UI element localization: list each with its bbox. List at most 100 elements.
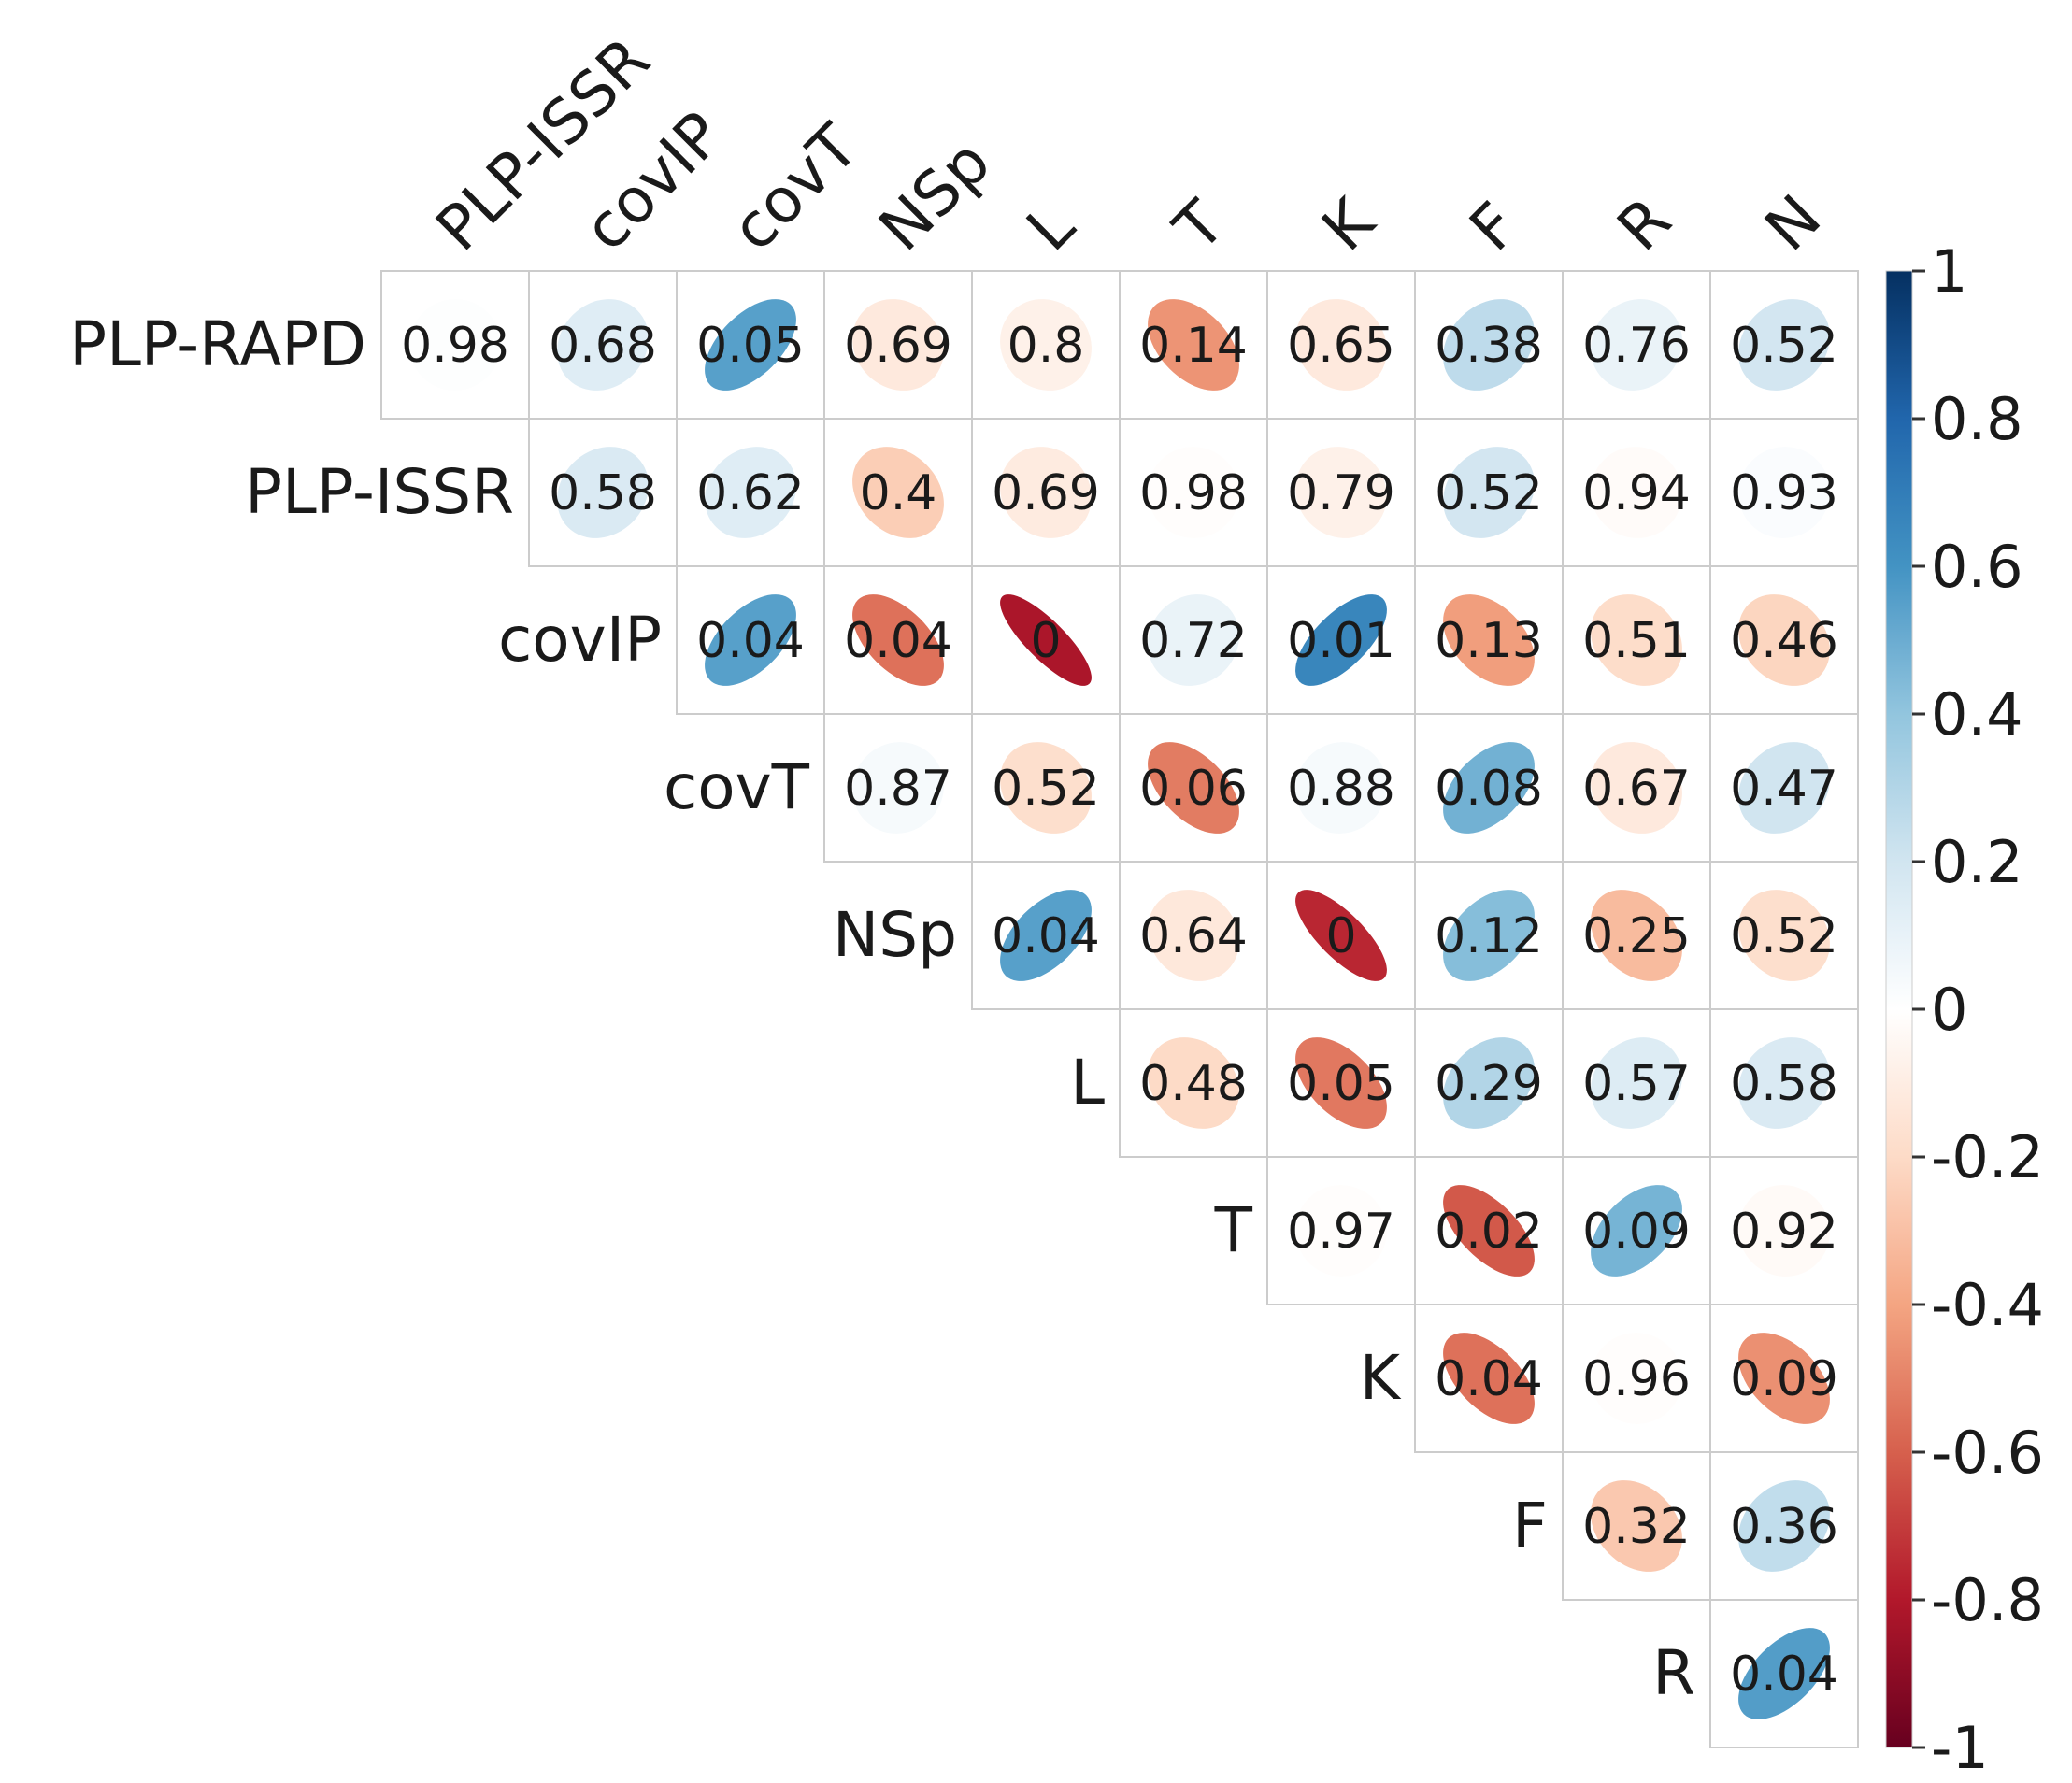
ellipse-covIP-R (1591, 594, 1682, 686)
ellipse-T-N (1738, 1185, 1830, 1277)
ellipse-NSp-L (1000, 890, 1092, 981)
ellipse-covT-R (1591, 742, 1682, 834)
ellipse-PLP-ISSR-covT (705, 447, 796, 538)
ellipse-PLP-ISSR-L (1000, 447, 1092, 538)
cell-value-label: 0.57 (1582, 1056, 1691, 1112)
cell-value-label: 0.69 (992, 465, 1100, 521)
ellipse-PLP-RAPD-K (1295, 299, 1387, 391)
row-label-covT: covT (664, 751, 810, 823)
col-label-L: L (1013, 190, 1089, 265)
cell-L-T (1119, 1008, 1268, 1158)
cell-value-label: 0 (1325, 908, 1356, 964)
cell-value-label: 0.06 (1139, 761, 1248, 817)
cell-value-label: 0.58 (549, 465, 657, 521)
col-label-R: R (1604, 183, 1685, 264)
ellipse-PLP-ISSR-K (1295, 447, 1387, 538)
colorbar-tick-label: 0 (1931, 976, 1967, 1044)
ellipse-PLP-RAPD-covIP (557, 299, 649, 391)
cell-value-label: 0.62 (696, 465, 805, 521)
cell-grid (380, 270, 1859, 1748)
cell-value-label: 0.58 (1730, 1056, 1838, 1112)
cell-value-label: 0.98 (1139, 465, 1248, 521)
ellipse-PLP-ISSR-T (1148, 447, 1239, 538)
ellipse-layer (409, 299, 1830, 1719)
row-label-PLP-ISSR: PLP-ISSR (245, 456, 514, 528)
cell-value-label: 0.09 (1730, 1351, 1838, 1407)
row-label-R: R (1652, 1637, 1695, 1709)
ellipse-NSp-T (1148, 890, 1239, 981)
cell-value-label: 0.47 (1730, 761, 1838, 817)
ellipse-covIP-NSp (852, 594, 944, 686)
cell-value-label: 0.38 (1435, 318, 1543, 374)
cell-value-label: 0 (1030, 613, 1061, 669)
row-label-F: F (1512, 1490, 1548, 1562)
row-label-L: L (1070, 1047, 1105, 1119)
colorbar-gradient (1885, 270, 1913, 1748)
ellipse-PLP-RAPD-T (1148, 299, 1239, 391)
cell-value-label: 0.97 (1287, 1204, 1395, 1260)
row-label-T: T (1214, 1194, 1253, 1266)
ellipse-R-N (1738, 1628, 1830, 1719)
ellipse-T-R (1591, 1185, 1682, 1277)
ellipse-PLP-RAPD-NSp (852, 299, 944, 391)
row-label-K: K (1360, 1342, 1402, 1414)
col-label-NSp: NSp (865, 126, 1005, 265)
cell-value-label: 0.72 (1139, 613, 1248, 669)
cell-value-label: 0.01 (1287, 613, 1395, 669)
ellipse-covT-NSp (852, 742, 944, 834)
cell-value-label: 0.87 (844, 761, 952, 817)
colorbar: 1 0.8 0.6 0.4 0.2 0 -0.2 -0.4 -0.6 -0.8 -1 (1885, 237, 2044, 1782)
cell-value-label: 0.04 (1435, 1351, 1543, 1407)
cell-value-label: 0.25 (1582, 908, 1691, 964)
ellipse-PLP-RAPD-PLP-ISSR (409, 299, 501, 391)
ellipse-L-F (1443, 1037, 1535, 1129)
cell-value-label: 0.96 (1582, 1351, 1691, 1407)
cell-value-label: 0.88 (1287, 761, 1395, 817)
ellipse-covIP-K (1295, 594, 1387, 686)
ellipse-covIP-F (1443, 594, 1535, 686)
cell-value-label: 0.04 (992, 908, 1100, 964)
row-label-layer: PLP-RAPD PLP-ISSR covIP covT NSp L T K F R (69, 308, 1695, 1709)
colorbar-tick-label: 0.8 (1931, 385, 2023, 453)
colorbar-tick-label: -0.8 (1931, 1566, 2044, 1634)
colorbar-tick-label: 1 (1931, 237, 1967, 306)
cell-value-label: 0.68 (549, 318, 657, 374)
ellipse-F-N (1738, 1480, 1830, 1572)
ellipse-PLP-ISSR-R (1591, 447, 1682, 538)
cell-value-label: 0.52 (1730, 908, 1838, 964)
ellipse-PLP-RAPD-L (1000, 299, 1092, 391)
cell-label-layer: 0.98 0.68 0.05 0.69 0.8 0.14 0.65 0.38 0.76 0.52 0… (401, 318, 1838, 1703)
col-label-T: T (1160, 187, 1238, 265)
ellipse-NSp-R (1591, 890, 1682, 981)
cell-value-label: 0.69 (844, 318, 952, 374)
ellipse-L-T (1148, 1037, 1239, 1129)
colorbar-tick-label: -0.2 (1931, 1123, 2044, 1191)
colorbar-tick-label: -1 (1931, 1714, 1989, 1782)
colorbar-tick-label: 0.6 (1931, 533, 2023, 601)
ellipse-F-R (1591, 1480, 1682, 1572)
ellipse-PLP-RAPD-R (1591, 299, 1682, 391)
ellipse-L-R (1591, 1037, 1682, 1129)
ellipse-PLP-RAPD-N (1738, 299, 1830, 391)
col-label-F: F (1456, 189, 1532, 264)
ellipse-T-F (1443, 1185, 1535, 1277)
ellipse-PLP-RAPD-covT (705, 299, 796, 391)
cell-PLP-ISSR-L (971, 418, 1121, 567)
ellipse-covT-N (1738, 742, 1830, 834)
cell-value-label: 0.08 (1435, 761, 1543, 817)
cell-value-label: 0.48 (1139, 1056, 1248, 1112)
cell-value-label: 0.98 (401, 318, 509, 374)
ellipse-L-N (1738, 1037, 1830, 1129)
ellipse-NSp-F (1443, 890, 1535, 981)
cell-value-label: 0.92 (1730, 1204, 1838, 1260)
cell-value-label: 0.51 (1582, 613, 1691, 669)
col-label-N: N (1751, 181, 1835, 264)
row-label-covIP: covIP (498, 604, 662, 676)
ellipse-K-R (1591, 1333, 1682, 1424)
ellipse-PLP-RAPD-F (1443, 299, 1535, 391)
ellipse-covIP-L (1000, 594, 1092, 686)
cell-value-label: 0.32 (1582, 1499, 1691, 1555)
colorbar-tick-label: -0.4 (1931, 1271, 2044, 1339)
